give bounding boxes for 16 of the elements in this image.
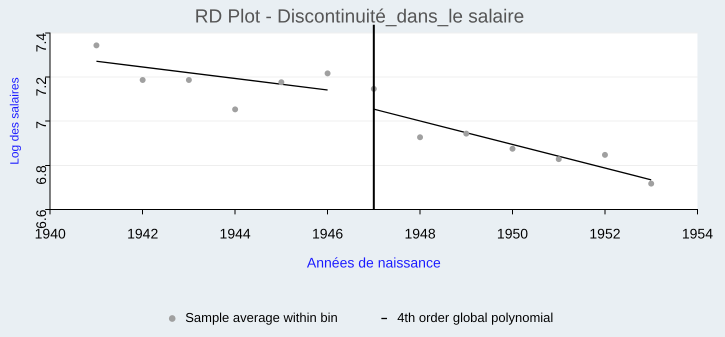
y-tick-label: 7 xyxy=(33,120,50,129)
x-tick-label: 1944 xyxy=(220,226,251,242)
x-tick-label: 1952 xyxy=(589,226,621,242)
x-axis-title: Années de naissance xyxy=(306,254,441,270)
y-tick-label: 6.8 xyxy=(33,165,50,185)
legend-label: 4th order global polynomial xyxy=(397,310,554,326)
x-tick-label: 1954 xyxy=(682,226,714,242)
y-tick-label: 7.2 xyxy=(33,76,50,96)
x-tick-label: 1946 xyxy=(312,226,344,242)
x-tick-label: 1950 xyxy=(496,226,528,242)
x-tick-label: 1948 xyxy=(404,226,436,242)
y-axis-title: Log des salaires xyxy=(8,77,22,165)
legend-label: Sample average within bin xyxy=(185,310,338,326)
y-tick-label: 7.4 xyxy=(33,32,50,52)
x-tick-label: 1942 xyxy=(127,226,158,242)
chart-title: RD Plot - Discontinuité_dans_le salaire xyxy=(194,6,524,28)
